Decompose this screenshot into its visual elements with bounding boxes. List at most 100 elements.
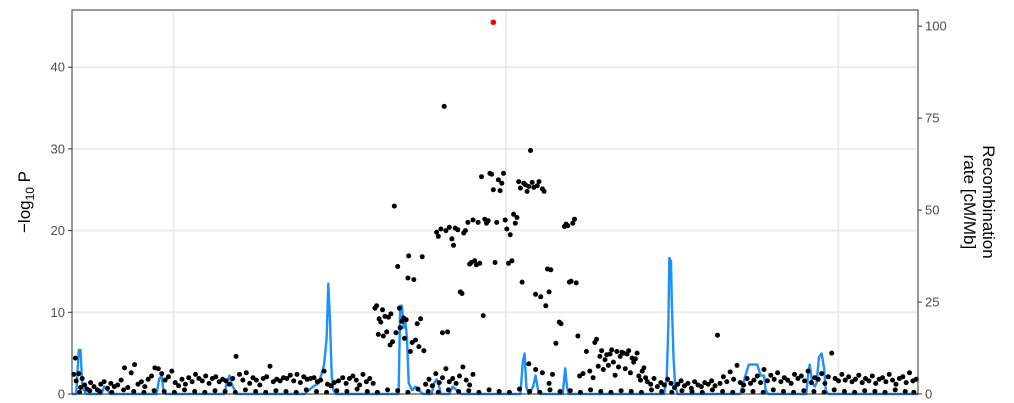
left-axis-tick-label: 40 <box>51 60 65 75</box>
snp-point <box>731 376 737 382</box>
snp-point <box>557 389 563 394</box>
snp-point <box>182 387 187 393</box>
left-y-axis-title: −log10 P <box>15 171 37 233</box>
snp-point <box>222 389 228 394</box>
snp-point <box>142 384 148 390</box>
snp-point <box>872 389 878 394</box>
snp-point <box>264 374 270 380</box>
snp-point <box>880 375 885 381</box>
snp-point <box>785 377 791 383</box>
right-axis-tick-label: 25 <box>925 295 939 310</box>
snp-point <box>651 376 657 381</box>
snp-point <box>819 371 825 377</box>
snp-point <box>405 275 411 281</box>
snp-point <box>247 380 253 386</box>
snp-point <box>363 379 369 385</box>
snp-point <box>169 368 175 374</box>
snp-point <box>886 371 892 377</box>
snp-point <box>396 305 402 311</box>
snp-point <box>415 386 421 392</box>
snp-point <box>517 386 522 392</box>
snp-point <box>438 226 444 232</box>
snp-point <box>842 377 848 383</box>
snp-point <box>314 389 319 394</box>
snp-point <box>634 350 640 356</box>
snp-point <box>546 289 552 295</box>
snp-point <box>583 349 589 354</box>
snp-point <box>284 376 290 381</box>
snp-point <box>79 376 85 381</box>
snp-point <box>406 253 412 259</box>
snp-point <box>440 330 445 336</box>
left-title-suffix: P <box>15 171 34 187</box>
snp-point <box>213 374 219 380</box>
snp-point <box>638 377 643 383</box>
snp-point <box>580 371 586 377</box>
snp-point <box>720 374 726 380</box>
left-axis-tick-label: 0 <box>58 387 65 402</box>
snp-point <box>903 380 909 386</box>
snp-point <box>395 264 401 269</box>
snp-point <box>360 371 366 377</box>
snp-point <box>162 377 168 383</box>
right-axis-tick-label: 100 <box>925 19 947 34</box>
snp-point <box>846 374 852 380</box>
snp-point <box>781 389 786 394</box>
snp-point <box>862 388 868 394</box>
snp-point <box>567 388 573 394</box>
snp-point <box>490 187 496 193</box>
snp-point <box>165 374 171 380</box>
snp-point <box>199 378 205 384</box>
snp-point <box>186 375 192 381</box>
panel-border <box>71 9 919 395</box>
snp-point <box>145 376 151 382</box>
snp-point <box>616 364 621 370</box>
snp-point <box>470 371 476 377</box>
snp-point <box>499 180 505 186</box>
snp-point <box>538 294 544 300</box>
snp-point <box>529 179 535 185</box>
snp-point <box>526 361 532 367</box>
left-axis-tick-label: 20 <box>51 223 65 238</box>
recombination-rate-layer <box>72 256 918 396</box>
snp-point <box>402 335 407 341</box>
snp-point <box>649 387 654 393</box>
snp-point <box>455 227 461 233</box>
snp-point <box>815 376 821 382</box>
snp-point <box>353 377 359 383</box>
snp-point <box>357 382 363 388</box>
snp-point <box>632 356 638 362</box>
snp-point <box>836 378 841 384</box>
snp-point <box>798 373 804 379</box>
snp-point <box>605 362 611 368</box>
snp-point <box>856 372 862 378</box>
snp-point <box>866 378 872 384</box>
snp-point <box>614 349 620 354</box>
snp-point <box>435 233 441 239</box>
snp-point <box>502 217 508 223</box>
snp-point <box>698 384 704 390</box>
snp-point <box>257 382 263 388</box>
snp-point <box>393 330 399 336</box>
snp-point <box>440 375 445 381</box>
snp-point <box>418 316 424 322</box>
snp-point <box>223 378 229 384</box>
snp-point <box>712 383 718 389</box>
snp-point <box>822 380 828 386</box>
snp-point <box>419 254 425 260</box>
right-axis-tick-label: 75 <box>925 111 939 126</box>
snp-point <box>489 171 495 177</box>
snp-point <box>709 387 715 393</box>
snp-point <box>788 380 794 386</box>
snp-point <box>226 381 232 387</box>
snp-point <box>72 355 78 361</box>
snp-point <box>475 219 481 225</box>
snp-point <box>675 381 681 387</box>
snp-point <box>734 362 740 368</box>
snp-point <box>414 321 420 327</box>
snp-point <box>610 359 616 365</box>
snp-point <box>449 236 455 242</box>
snp-point <box>524 188 530 194</box>
snp-point <box>715 332 720 338</box>
snp-point <box>533 367 539 372</box>
